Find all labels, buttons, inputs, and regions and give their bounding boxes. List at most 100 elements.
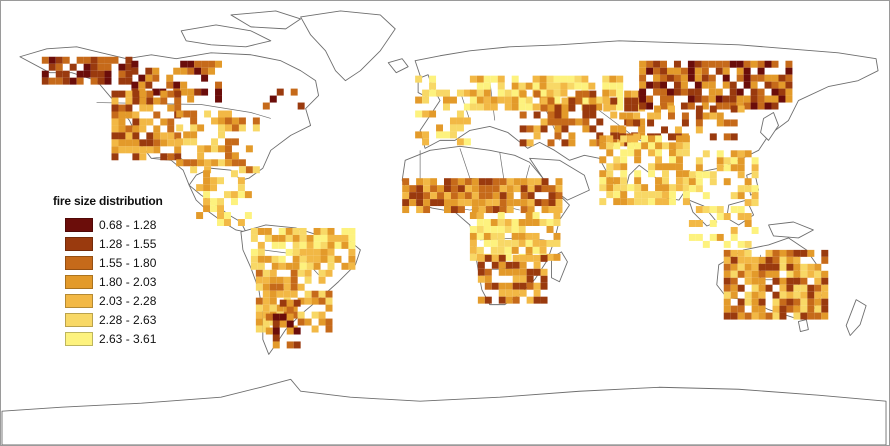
- fire-cell: [667, 112, 675, 120]
- fire-cell: [271, 262, 279, 270]
- fire-cell: [167, 132, 175, 140]
- fire-cell: [687, 102, 695, 110]
- fire-cell: [553, 82, 561, 90]
- fire-cell: [416, 206, 424, 214]
- fire-cell: [348, 262, 356, 270]
- fire-cell: [631, 104, 639, 112]
- fire-cell: [304, 318, 312, 326]
- fire-cell: [540, 268, 548, 276]
- legend-swatch: [65, 218, 93, 232]
- fire-cell: [546, 75, 554, 83]
- fire-cell: [750, 102, 758, 110]
- fire-cell: [695, 126, 703, 134]
- fire-cell: [655, 198, 663, 206]
- fire-cell: [765, 256, 773, 264]
- fire-cell: [620, 191, 628, 199]
- fire-cell: [527, 178, 535, 186]
- fire-cell: [415, 131, 423, 139]
- fire-cell: [491, 282, 499, 290]
- fire-cell: [318, 318, 326, 326]
- fire-cell: [505, 268, 513, 276]
- fire-cell: [201, 74, 209, 82]
- fire-cell: [646, 60, 654, 68]
- fire-cell: [778, 74, 786, 82]
- fire-cell: [511, 246, 519, 254]
- fire-cell: [814, 270, 822, 278]
- fire-cell: [450, 199, 458, 207]
- fire-cell: [610, 132, 618, 140]
- fire-cell: [715, 88, 723, 96]
- fire-cell: [540, 254, 548, 262]
- fire-cell: [497, 219, 505, 226]
- fire-cell: [561, 104, 569, 112]
- fire-cell: [490, 96, 498, 104]
- fire-cell: [655, 163, 663, 171]
- fire-cell: [83, 56, 91, 64]
- fire-cell: [477, 261, 485, 269]
- fire-cell: [318, 276, 326, 284]
- fire-cell: [231, 124, 239, 132]
- fire-cell: [613, 184, 621, 192]
- fire-cell: [743, 95, 751, 103]
- fire-cell: [701, 60, 709, 68]
- fire-cell: [533, 296, 541, 304]
- fire-cell: [483, 219, 491, 226]
- fire-cell: [532, 212, 540, 220]
- fire-cell: [111, 146, 119, 154]
- fire-cell: [662, 184, 669, 192]
- fire-cell: [104, 63, 112, 71]
- fire-cell: [589, 139, 597, 147]
- fire-cell: [271, 241, 279, 249]
- fire-cell: [257, 262, 265, 270]
- fire-cell: [290, 283, 298, 291]
- arctic-island-2: [230, 10, 302, 30]
- fire-cell: [764, 102, 772, 110]
- fire-cell: [429, 82, 437, 90]
- fire-cell: [153, 111, 161, 119]
- fire-cell: [673, 60, 681, 68]
- fire-cell: [518, 219, 526, 226]
- fire-cell: [90, 77, 98, 85]
- fire-cell: [449, 117, 457, 125]
- fire-cell: [430, 192, 438, 200]
- fire-cell: [456, 117, 464, 125]
- fire-cell: [519, 275, 527, 283]
- fire-cell: [807, 284, 815, 292]
- fire-cell: [416, 199, 424, 207]
- fire-cell: [174, 132, 182, 140]
- fire-cell: [327, 248, 335, 256]
- fire-cell: [634, 156, 642, 164]
- fire-cell: [210, 177, 218, 185]
- fire-cell: [772, 305, 780, 313]
- fire-cell: [540, 104, 548, 112]
- fire-cell: [527, 192, 535, 200]
- fire-cell: [463, 89, 471, 97]
- fire-cell: [244, 191, 252, 199]
- fire-cell: [646, 81, 654, 89]
- fire-cell: [532, 232, 540, 240]
- fire-cell: [139, 104, 147, 112]
- fire-cell: [512, 261, 520, 269]
- fire-cell: [211, 138, 219, 146]
- fire-cell: [667, 88, 674, 96]
- fire-cell: [758, 263, 766, 271]
- fire-cell: [415, 75, 423, 83]
- fire-cell: [153, 97, 161, 105]
- fire-cell: [603, 97, 611, 105]
- fire-cell: [737, 171, 745, 179]
- fire-cell: [443, 89, 450, 97]
- fire-cell: [723, 284, 731, 292]
- fire-cell: [702, 206, 710, 214]
- fire-cell: [257, 248, 265, 256]
- fire-cell: [48, 63, 56, 71]
- fire-cell: [688, 185, 696, 193]
- fire-cell: [723, 213, 731, 221]
- fire-cell: [499, 199, 507, 207]
- fire-cell: [505, 261, 513, 269]
- fire-cell: [736, 74, 744, 82]
- fire-cell: [694, 74, 702, 82]
- fire-cell: [160, 90, 168, 98]
- fire-cell: [548, 206, 556, 214]
- fire-cell: [675, 163, 683, 171]
- fire-cell: [318, 297, 326, 305]
